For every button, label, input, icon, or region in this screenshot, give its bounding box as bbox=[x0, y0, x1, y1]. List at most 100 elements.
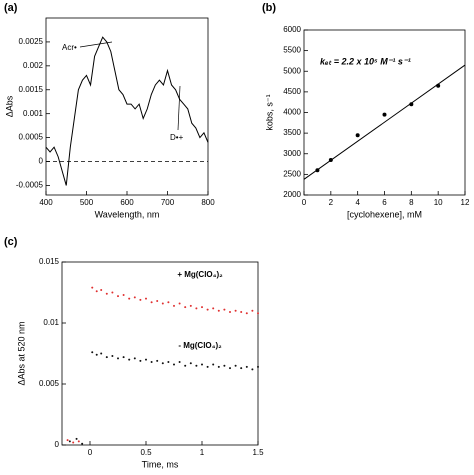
x-tick-label: 0 bbox=[302, 198, 307, 207]
data-point bbox=[122, 356, 125, 359]
data-point bbox=[184, 306, 187, 309]
data-point bbox=[223, 308, 226, 311]
spectrum-line bbox=[45, 36, 209, 186]
data-point bbox=[201, 306, 203, 309]
legend-label: + Mg(ClO₄)₂ bbox=[177, 270, 223, 279]
data-point bbox=[81, 442, 84, 445]
data-point bbox=[77, 440, 80, 443]
y-axis-label: kobs, s⁻¹ bbox=[264, 94, 274, 130]
data-point bbox=[257, 365, 259, 368]
data-point bbox=[234, 364, 237, 367]
arrow bbox=[177, 85, 181, 131]
data-point bbox=[251, 368, 254, 371]
data-point bbox=[105, 292, 108, 295]
y-tick-label: 4000 bbox=[283, 108, 301, 117]
data-point bbox=[245, 312, 248, 315]
data-point bbox=[145, 358, 147, 361]
data-point bbox=[178, 361, 181, 364]
y-tick-label: 0.015 bbox=[39, 257, 60, 266]
data-point bbox=[100, 289, 103, 292]
x-tick-label: 1.5 bbox=[252, 448, 264, 457]
data-point bbox=[201, 363, 203, 366]
data-point bbox=[212, 363, 215, 366]
x-tick-label: 8 bbox=[409, 198, 414, 207]
y-tick-label: 5000 bbox=[283, 66, 301, 75]
y-tick-label: 0.0005 bbox=[19, 133, 44, 142]
y-tick-label: 2500 bbox=[283, 169, 301, 178]
y-tick-label: 3000 bbox=[283, 149, 301, 158]
data-point bbox=[206, 308, 209, 311]
x-tick-label: 800 bbox=[201, 198, 215, 207]
y-tick-label: 0.005 bbox=[39, 379, 60, 388]
x-tick-label: 12 bbox=[461, 198, 470, 207]
y-tick-label: 6000 bbox=[283, 25, 301, 34]
data-point bbox=[145, 297, 147, 300]
data-point bbox=[245, 365, 248, 368]
data-point bbox=[355, 133, 360, 138]
x-tick-label: 2 bbox=[329, 198, 334, 207]
data-point bbox=[217, 309, 220, 312]
y-tick-label: 5500 bbox=[283, 46, 301, 55]
y-tick-label: 0.01 bbox=[43, 318, 59, 327]
y-tick-label: 4500 bbox=[283, 87, 301, 96]
data-point bbox=[167, 301, 170, 304]
data-point bbox=[315, 168, 320, 173]
data-point bbox=[128, 358, 131, 361]
annotation: kₑₜ = 2.2 x 10⁵ M⁻¹ s⁻¹ bbox=[320, 56, 411, 66]
y-tick-label: 0.0025 bbox=[19, 37, 44, 46]
data-point bbox=[251, 309, 254, 312]
data-point bbox=[117, 357, 119, 360]
x-tick-label: 500 bbox=[80, 198, 94, 207]
data-point bbox=[150, 301, 153, 304]
x-tick-label: 400 bbox=[39, 198, 53, 207]
data-point bbox=[117, 295, 119, 298]
data-point bbox=[184, 364, 187, 367]
panel-label: (b) bbox=[262, 2, 276, 14]
data-point bbox=[167, 361, 170, 364]
data-point bbox=[189, 362, 192, 365]
data-point bbox=[212, 307, 215, 310]
data-point bbox=[150, 361, 153, 364]
data-point bbox=[66, 439, 69, 442]
y-axis-label: ΔAbs bbox=[4, 95, 14, 117]
y-tick-label: 0.0015 bbox=[19, 85, 44, 94]
x-axis-label: Time, ms bbox=[142, 459, 179, 469]
data-point bbox=[217, 365, 220, 368]
y-tick-label: 2000 bbox=[283, 190, 301, 199]
x-tick-label: 600 bbox=[120, 198, 134, 207]
data-point bbox=[178, 302, 181, 305]
data-point bbox=[122, 293, 125, 296]
data-point bbox=[173, 363, 175, 366]
data-point bbox=[229, 367, 231, 370]
data-point bbox=[68, 440, 71, 443]
data-point bbox=[382, 112, 387, 117]
y-tick-label: 0.002 bbox=[23, 61, 44, 70]
data-point bbox=[100, 352, 103, 355]
data-point bbox=[195, 307, 198, 310]
y-tick-label: 3500 bbox=[283, 128, 301, 137]
data-point bbox=[95, 353, 98, 356]
data-point bbox=[91, 351, 94, 354]
fit-line bbox=[303, 64, 466, 180]
data-point bbox=[189, 304, 192, 307]
data-point bbox=[133, 296, 136, 299]
data-point bbox=[240, 311, 243, 314]
data-point bbox=[91, 286, 94, 289]
data-point bbox=[328, 157, 333, 162]
data-point bbox=[234, 309, 237, 312]
data-point bbox=[229, 311, 231, 314]
y-tick-label: 0 bbox=[39, 157, 44, 166]
y-tick-label: 0 bbox=[55, 440, 60, 449]
data-point bbox=[156, 359, 159, 362]
x-tick-label: 0.5 bbox=[140, 448, 152, 457]
data-point bbox=[195, 364, 198, 367]
x-tick-label: 1 bbox=[200, 448, 205, 457]
data-point bbox=[223, 364, 226, 367]
x-axis-label: [cyclohexene], mM bbox=[347, 209, 422, 219]
data-point bbox=[128, 297, 131, 300]
legend-label: - Mg(ClO₄)₂ bbox=[178, 341, 222, 350]
data-point bbox=[206, 365, 209, 368]
x-tick-label: 6 bbox=[382, 198, 387, 207]
data-point bbox=[173, 304, 175, 307]
